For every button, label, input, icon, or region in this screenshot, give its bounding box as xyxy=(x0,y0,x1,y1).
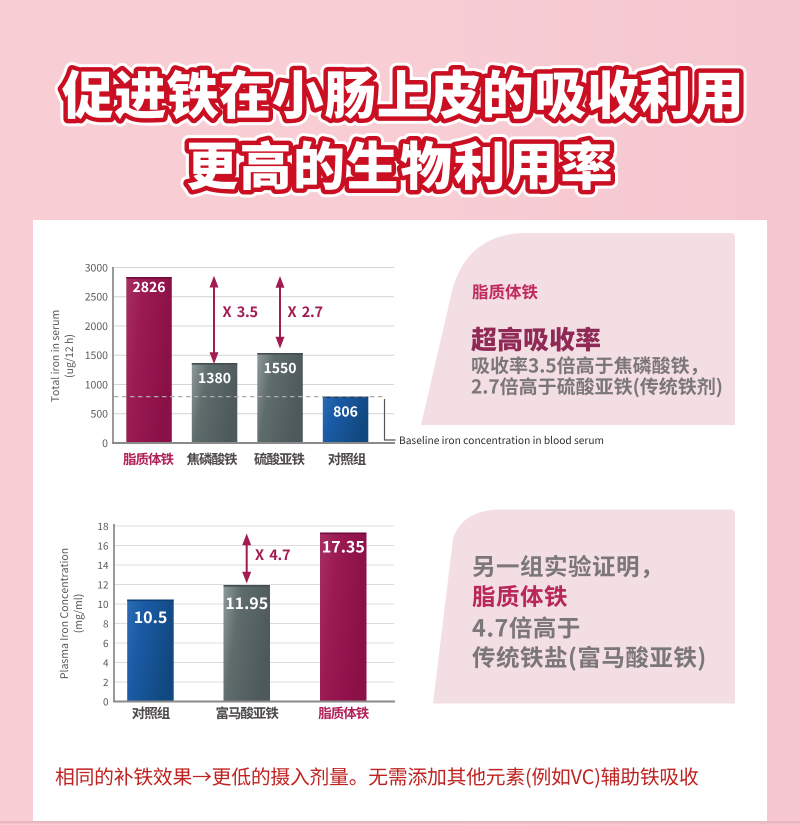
svg-text:4: 4 xyxy=(103,654,109,669)
svg-text:X 2.7: X 2.7 xyxy=(288,301,323,322)
svg-text:3000: 3000 xyxy=(85,260,108,275)
svg-text:806: 806 xyxy=(333,402,358,422)
svg-text:500: 500 xyxy=(91,407,109,422)
svg-text:0: 0 xyxy=(103,693,109,708)
svg-text:16: 16 xyxy=(97,537,109,552)
svg-text:10: 10 xyxy=(97,596,109,611)
svg-text:Total iron in serum: Total iron in serum xyxy=(48,310,63,402)
svg-text:脂质体铁: 脂质体铁 xyxy=(318,702,369,722)
svg-text:更高的生物利用率: 更高的生物利用率 xyxy=(186,125,614,200)
svg-text:另一组实验证明，: 另一组实验证明， xyxy=(472,548,664,582)
svg-text:1380: 1380 xyxy=(198,368,231,388)
svg-text:更高的生物利用率: 更高的生物利用率 xyxy=(186,125,614,200)
svg-text:脂质体铁: 脂质体铁 xyxy=(472,279,539,303)
svg-text:脂质体铁: 脂质体铁 xyxy=(123,448,174,468)
svg-text:2: 2 xyxy=(103,674,109,689)
svg-text:Plasma Iron Concentration: Plasma Iron Concentration xyxy=(57,548,72,679)
svg-text:硫酸亚铁: 硫酸亚铁 xyxy=(254,448,305,468)
svg-text:富马酸亚铁: 富马酸亚铁 xyxy=(215,702,279,722)
svg-text:10.5: 10.5 xyxy=(134,604,168,628)
svg-text:12: 12 xyxy=(97,576,109,591)
svg-text:焦磷酸铁: 焦磷酸铁 xyxy=(187,448,238,468)
svg-text:17.35: 17.35 xyxy=(322,534,365,558)
svg-text:2826: 2826 xyxy=(132,277,165,297)
svg-text:11.95: 11.95 xyxy=(225,590,268,614)
svg-text:18: 18 xyxy=(97,518,109,533)
svg-text:1500: 1500 xyxy=(85,348,108,363)
svg-text:1550: 1550 xyxy=(263,358,296,378)
svg-text:超高吸收率: 超高吸收率 xyxy=(471,320,601,357)
svg-text:相同的补铁效果→更低的摄入剂量。无需添加其他元素(例如VC): 相同的补铁效果→更低的摄入剂量。无需添加其他元素(例如VC)辅助铁吸收 xyxy=(55,761,699,790)
svg-text:6: 6 xyxy=(103,635,109,650)
svg-text:更高的生物利用率: 更高的生物利用率 xyxy=(186,125,614,200)
svg-text:4.7倍高于: 4.7倍高于 xyxy=(472,609,581,643)
svg-text:X 4.7: X 4.7 xyxy=(255,544,290,565)
svg-text:Baseline iron concentration in: Baseline iron concentration in blood ser… xyxy=(399,432,604,447)
svg-text:(ug/12 h): (ug/12 h) xyxy=(62,334,77,378)
svg-text:促进铁在小肠上皮的吸收利用: 促进铁在小肠上皮的吸收利用 xyxy=(62,54,745,129)
svg-text:脂质体铁: 脂质体铁 xyxy=(472,578,568,612)
svg-text:传统铁盐(富马酸亚铁): 传统铁盐(富马酸亚铁) xyxy=(472,639,707,673)
svg-text:吸收率3.5倍高于焦磷酸铁，: 吸收率3.5倍高于焦磷酸铁， xyxy=(471,352,709,379)
svg-text:8: 8 xyxy=(103,615,109,630)
svg-text:(mg/ml): (mg/ml) xyxy=(71,594,86,634)
svg-text:促进铁在小肠上皮的吸收利用: 促进铁在小肠上皮的吸收利用 xyxy=(62,54,745,129)
svg-text:2500: 2500 xyxy=(85,290,108,305)
svg-text:对照组: 对照组 xyxy=(328,448,367,468)
svg-text:0: 0 xyxy=(102,436,108,451)
svg-text:14: 14 xyxy=(97,557,109,572)
svg-text:2.7倍高于硫酸亚铁(传统铁剂): 2.7倍高于硫酸亚铁(传统铁剂) xyxy=(471,373,723,400)
svg-text:促进铁在小肠上皮的吸收利用: 促进铁在小肠上皮的吸收利用 xyxy=(62,54,745,129)
svg-text:对照组: 对照组 xyxy=(132,702,171,722)
svg-text:1000: 1000 xyxy=(85,377,108,392)
svg-text:2000: 2000 xyxy=(85,319,108,334)
svg-text:X 3.5: X 3.5 xyxy=(223,301,258,322)
